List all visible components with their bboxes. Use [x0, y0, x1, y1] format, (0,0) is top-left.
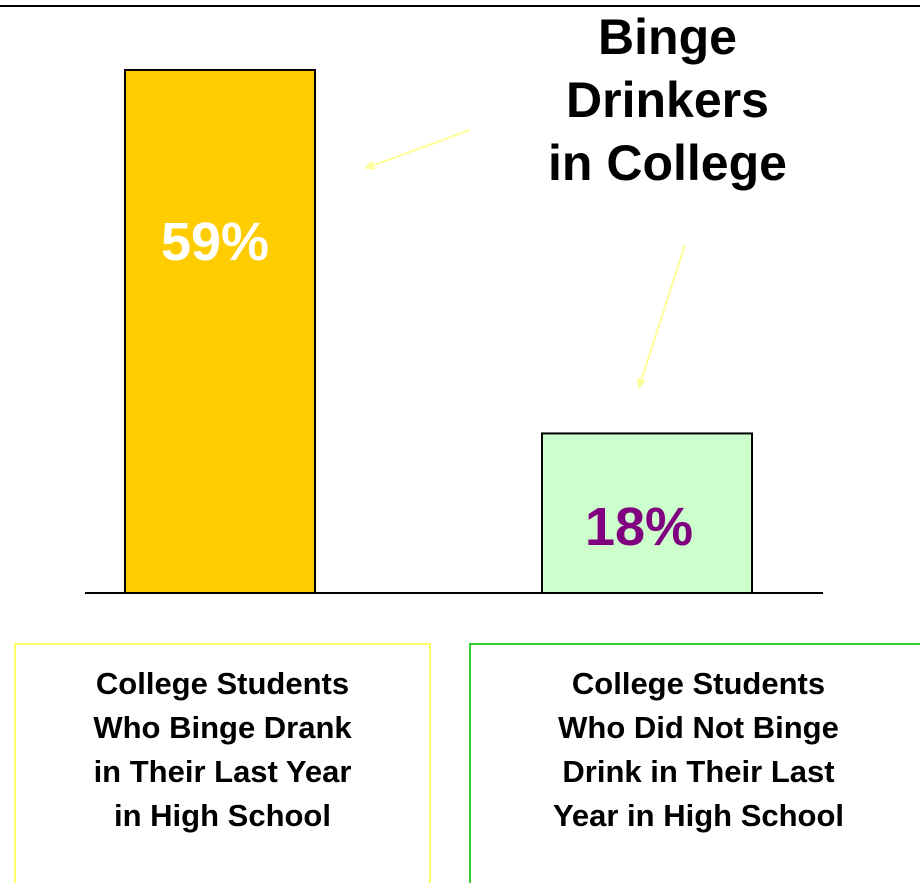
arrow-to-bar-2	[636, 244, 686, 389]
bar-chart: 59% 18%	[85, 69, 823, 594]
category-label-box-did-not-binge: College Students Who Did Not Binge Drink…	[469, 643, 920, 883]
value-label-1: 59%	[161, 212, 269, 272]
category-label-line: Drink in Their Last	[562, 754, 835, 789]
title-line-3: in College	[548, 135, 787, 191]
category-label-line: Who Did Not Binge	[558, 710, 839, 745]
category-label-line: in Their Last Year	[93, 754, 352, 789]
title-line-1: Binge	[598, 9, 737, 65]
title-line-2: Drinkers	[566, 72, 769, 128]
bar-1	[124, 69, 316, 594]
category-label-line: Year in High School	[552, 798, 845, 833]
arrow-to-bar-1	[364, 129, 471, 170]
category-label-line: Who Binge Drank	[93, 710, 352, 745]
category-label-line: College Students	[95, 666, 350, 701]
top-rule	[0, 5, 920, 7]
category-label-line: in High School	[114, 798, 331, 833]
value-label-2: 18%	[585, 497, 693, 557]
chart-title: Binge Drinkers in College	[490, 6, 845, 195]
category-label-line: College Students	[571, 666, 826, 701]
category-label-box-binge-drank: College Students Who Binge Drank in Thei…	[14, 643, 431, 883]
